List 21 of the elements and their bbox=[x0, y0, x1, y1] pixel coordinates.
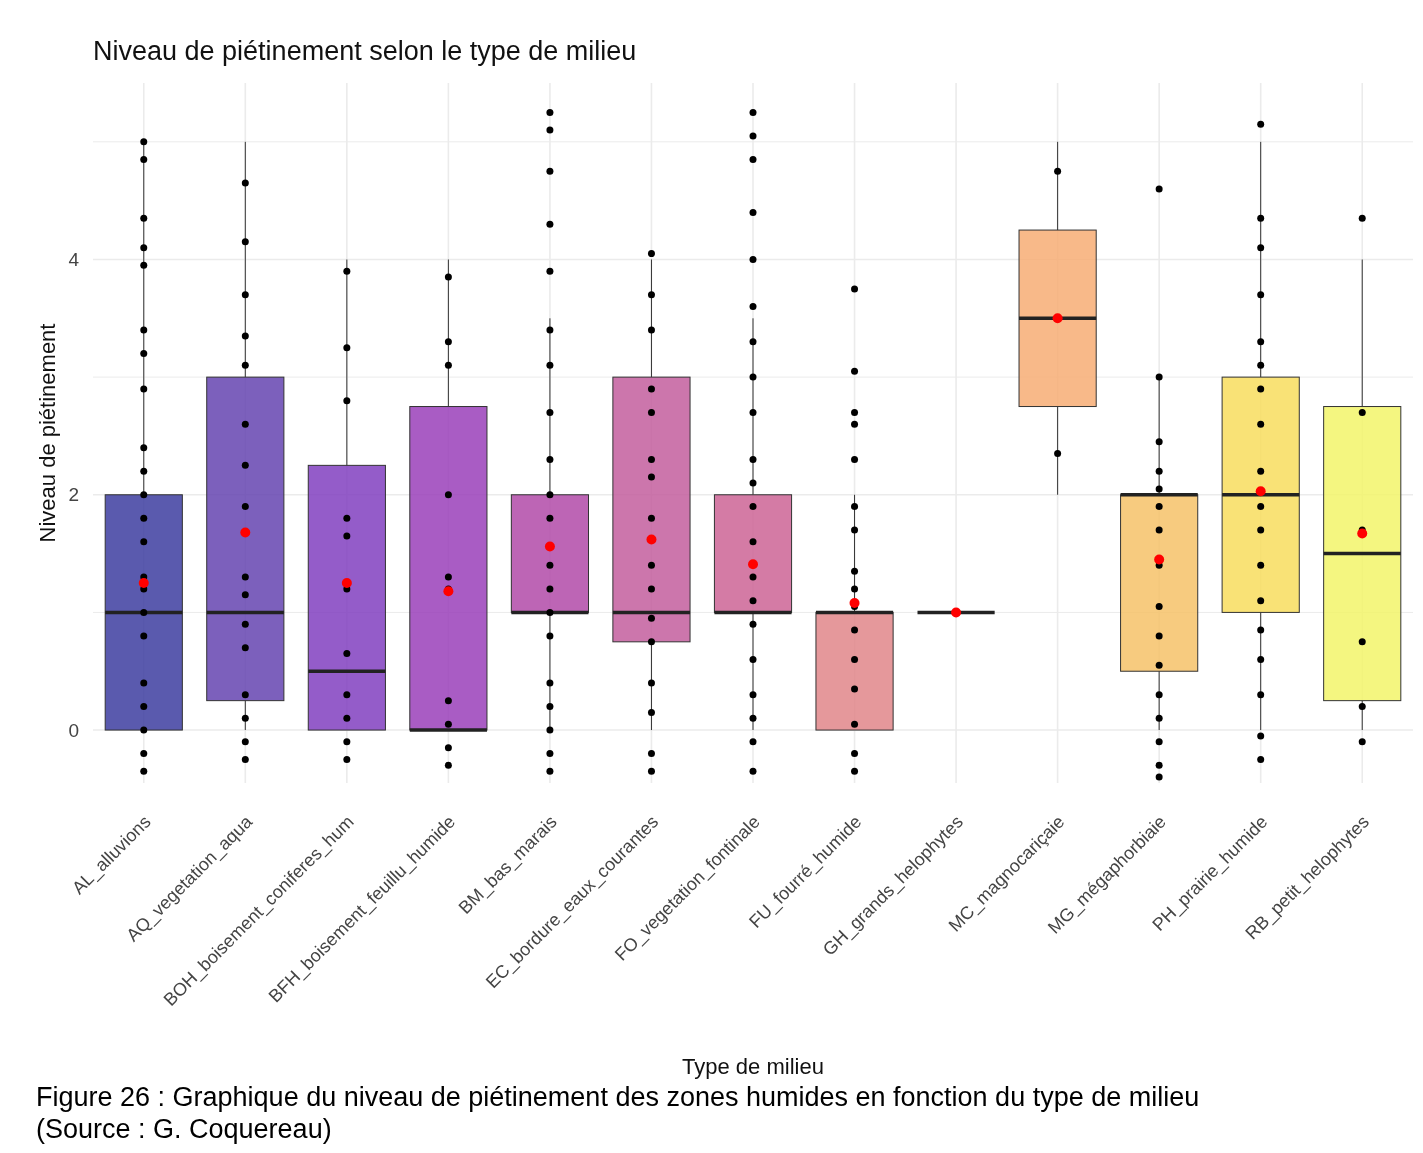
text: (Source : G. Coquereau) bbox=[36, 1114, 332, 1144]
point bbox=[1255, 486, 1266, 497]
point bbox=[748, 559, 758, 570]
point bbox=[341, 578, 352, 588]
point bbox=[443, 586, 454, 597]
chart-title: Niveau de piétinement selon le type de milieu bbox=[93, 36, 637, 66]
y-tick-label: 4 bbox=[68, 249, 80, 271]
y-tick-label: 0 bbox=[68, 719, 79, 741]
point bbox=[138, 578, 149, 588]
x-axis-title: Type de milieu bbox=[682, 1054, 824, 1079]
point bbox=[646, 534, 657, 545]
point bbox=[951, 607, 962, 618]
point bbox=[1357, 528, 1368, 539]
point bbox=[1052, 313, 1063, 324]
y-tick-label: 2 bbox=[68, 484, 79, 506]
caption: Figure 26 : Graphique du niveau de piétinement des zones humides en fonction du type de milieu bbox=[36, 1082, 1200, 1112]
point bbox=[1154, 554, 1165, 565]
y-axis-title: Niveau de piétinement bbox=[35, 323, 60, 543]
point bbox=[849, 598, 860, 608]
point bbox=[544, 541, 555, 552]
point bbox=[240, 527, 251, 538]
